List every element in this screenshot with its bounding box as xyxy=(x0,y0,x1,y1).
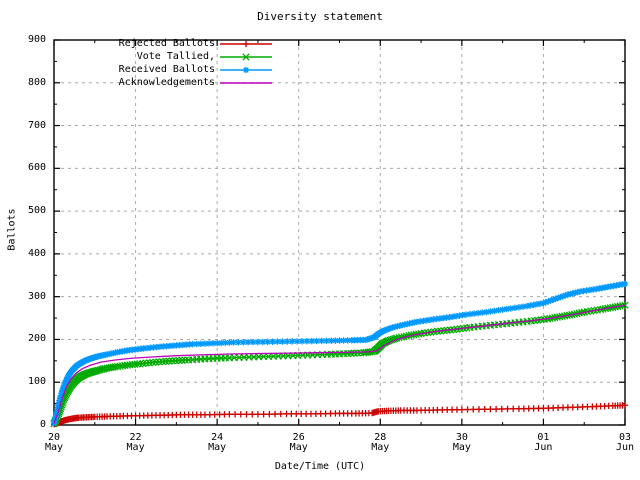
series-received-ballots xyxy=(50,280,629,427)
legend-sample-2 xyxy=(220,66,272,74)
series-line xyxy=(53,304,626,424)
marker-x xyxy=(111,363,119,371)
marker-star xyxy=(309,338,315,344)
marker-star xyxy=(230,339,237,346)
y-tick-label: 400 xyxy=(27,247,46,259)
x-tick-label: 22 May xyxy=(126,432,145,453)
x-tick-label: 01 Jun xyxy=(534,432,553,453)
y-tick-label: 0 xyxy=(39,419,46,430)
legend-sample-1 xyxy=(220,53,272,61)
y-tick-label: 700 xyxy=(27,119,46,131)
marker-x xyxy=(242,53,250,61)
marker-star xyxy=(299,338,305,345)
marker-star xyxy=(483,309,490,315)
x-tick-label: 26 May xyxy=(289,432,308,453)
marker-star xyxy=(508,305,514,312)
marker-star xyxy=(269,338,276,345)
marker-star xyxy=(313,338,320,344)
marker-x xyxy=(116,362,124,370)
marker-star xyxy=(289,338,295,345)
marker-star xyxy=(214,340,220,346)
chart-title: Diversity statement xyxy=(257,10,383,23)
marker-star xyxy=(340,337,347,344)
marker-star xyxy=(202,340,208,347)
marker-star xyxy=(274,338,281,345)
marker-star xyxy=(255,339,261,345)
x-tick-label: 20 May xyxy=(44,432,64,453)
marker-star xyxy=(463,311,469,318)
x-tick-label: 24 May xyxy=(208,432,227,453)
legend-label-3: Acknowledgements xyxy=(118,77,215,88)
marker-star xyxy=(250,339,256,345)
marker-star xyxy=(226,339,233,346)
marker-star xyxy=(471,310,477,317)
marker-x xyxy=(402,332,411,340)
marker-star xyxy=(512,305,518,311)
legend-label-1: Vote Tallied, xyxy=(136,51,215,62)
marker-star xyxy=(304,338,310,344)
marker-star xyxy=(622,281,628,287)
marker-star xyxy=(222,340,229,346)
marker-star xyxy=(294,338,300,345)
y-tick-label: 500 xyxy=(27,205,46,217)
marker-x xyxy=(113,362,122,371)
gridlines xyxy=(54,39,625,425)
marker-star xyxy=(206,340,212,347)
marker-star xyxy=(260,339,266,345)
marker-star xyxy=(332,337,339,344)
y-tick-label: 900 xyxy=(27,34,46,45)
marker-star xyxy=(323,338,330,344)
marker-star xyxy=(284,338,291,345)
marker-x xyxy=(123,361,132,369)
series-rejected-ballots xyxy=(50,402,629,428)
marker-star xyxy=(336,337,343,344)
marker-star xyxy=(475,310,481,316)
marker-x xyxy=(121,361,129,370)
marker-star xyxy=(495,307,502,314)
marker-star xyxy=(318,338,325,344)
y-tick-label: 200 xyxy=(27,333,46,345)
marker-x xyxy=(131,360,139,369)
marker-star xyxy=(516,304,522,311)
marker-star xyxy=(499,306,506,313)
marker-star xyxy=(198,341,204,347)
marker-star xyxy=(264,339,271,345)
x-axis-label: Date/Time (UTC) xyxy=(274,461,366,472)
marker-star xyxy=(491,308,498,314)
marker-star xyxy=(479,309,486,316)
marker-star xyxy=(243,67,249,73)
legend-label-2: Received Ballots xyxy=(118,64,215,75)
marker-star xyxy=(503,306,510,312)
marker-star xyxy=(193,341,200,347)
y-tick-label: 600 xyxy=(27,162,46,174)
y-tick-label: 300 xyxy=(27,290,46,302)
marker-x xyxy=(128,360,136,369)
y-tick-label: 100 xyxy=(27,376,46,388)
marker-star xyxy=(279,338,286,345)
marker-star xyxy=(487,308,494,315)
marker-star xyxy=(467,311,473,317)
y-tick-label: 800 xyxy=(27,76,46,88)
marker-star xyxy=(189,341,196,347)
marker-star xyxy=(328,337,335,344)
marker-star xyxy=(520,303,526,310)
marker-star xyxy=(218,340,224,346)
marker-x xyxy=(126,361,134,369)
x-tick-label: 30 May xyxy=(452,432,471,453)
marker-x xyxy=(133,360,141,368)
marker-x xyxy=(118,362,127,370)
marker-x xyxy=(400,332,408,341)
marker-star xyxy=(240,339,247,346)
marker-star xyxy=(210,340,216,347)
legend-label-0: Rejected Ballots xyxy=(118,38,215,49)
marker-star xyxy=(344,337,351,344)
x-tick-label: 28 May xyxy=(371,432,390,453)
marker-star xyxy=(235,339,242,346)
x-tick-label: 03 Jun xyxy=(615,432,635,453)
marker-star xyxy=(245,339,251,345)
legend-sample-0 xyxy=(220,40,272,48)
series-acknowledgements xyxy=(53,304,626,424)
